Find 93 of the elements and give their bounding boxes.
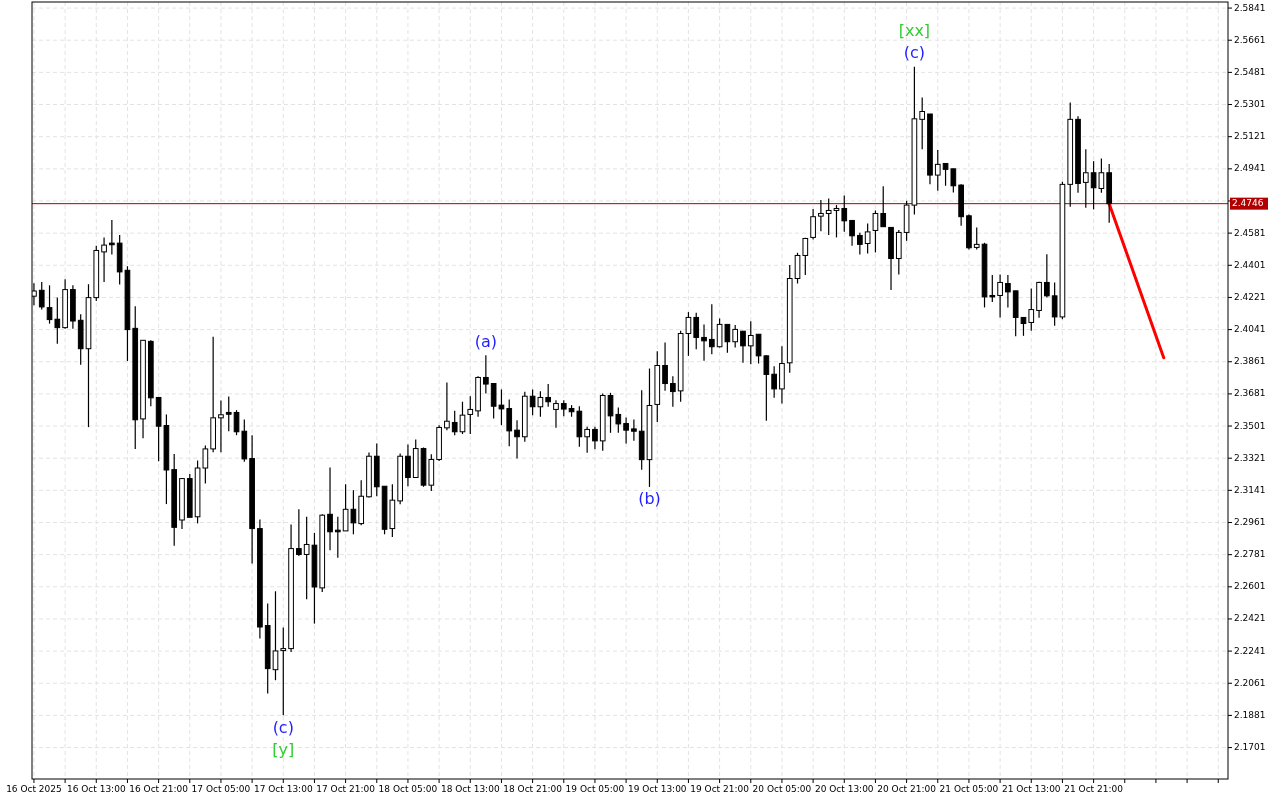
candlestick <box>818 199 824 232</box>
y-tick-label: 2.3681 <box>1234 388 1266 399</box>
y-tick-label: 2.1881 <box>1234 709 1266 720</box>
candlestick <box>857 232 863 255</box>
candlestick <box>592 426 598 450</box>
y-tick-label: 2.2601 <box>1234 581 1266 592</box>
candlestick <box>662 341 668 392</box>
x-tick-label: 17 Oct 21:00 <box>316 784 376 794</box>
x-tick-label: 19 Oct 05:00 <box>565 784 625 794</box>
candlestick <box>1044 253 1050 299</box>
annotation: (c) <box>903 43 926 63</box>
candlestick <box>101 236 107 283</box>
x-tick-label: 20 Oct 21:00 <box>877 784 937 794</box>
candlestick <box>997 273 1003 319</box>
candlestick <box>467 395 474 435</box>
y-tick-label: 2.3321 <box>1234 452 1266 463</box>
candlestick <box>810 208 816 240</box>
x-tick-label: 21 Oct 21:00 <box>1064 784 1124 794</box>
annotation: [xx] <box>898 21 931 41</box>
x-tick-label: 19 Oct 13:00 <box>627 784 687 794</box>
candlestick <box>973 226 980 250</box>
candlestick <box>919 96 926 150</box>
candlestick <box>623 416 629 445</box>
candlestick <box>747 320 754 365</box>
candlestick <box>740 330 746 364</box>
y-tick-label: 2.4581 <box>1234 227 1266 238</box>
y-tick-label: 2.2781 <box>1234 549 1266 560</box>
x-tick-label: 18 Oct 21:00 <box>503 784 563 794</box>
x-tick-label: 18 Oct 13:00 <box>440 784 500 794</box>
annotation: [y] <box>272 739 295 759</box>
candlestick <box>693 312 700 350</box>
y-tick-label: 2.4401 <box>1234 259 1266 270</box>
y-tick-label: 2.2961 <box>1234 517 1266 527</box>
candlestick <box>327 466 333 551</box>
y-tick-label: 2.2421 <box>1234 613 1266 624</box>
candlestick <box>296 508 302 557</box>
candlestick <box>218 399 224 453</box>
candlestick <box>444 381 450 431</box>
y-tick-label: 2.2241 <box>1234 645 1266 656</box>
annotation: (a) <box>474 331 498 351</box>
x-tick-label: 16 Oct 21:00 <box>129 784 189 794</box>
x-tick-label: 19 Oct 21:00 <box>690 784 750 794</box>
y-tick-label: 2.3501 <box>1234 420 1266 431</box>
y-tick-label: 2.4041 <box>1234 324 1266 335</box>
y-tick-label: 2.5121 <box>1234 131 1266 142</box>
y-tick-label: 2.3141 <box>1234 484 1266 495</box>
candlestick <box>109 219 115 256</box>
candlestick <box>280 626 287 716</box>
candlestick <box>1028 287 1035 332</box>
annotation: (b) <box>638 489 661 509</box>
y-tick-label: 2.5661 <box>1234 34 1266 45</box>
y-tick-label: 2.5481 <box>1234 66 1266 77</box>
x-tick-label: 16 Oct 2025 <box>6 784 62 794</box>
x-tick-label: 21 Oct 05:00 <box>939 784 999 794</box>
y-tick-label: 2.5841 <box>1234 2 1266 13</box>
x-tick-label: 20 Oct 13:00 <box>814 784 874 794</box>
candlestick <box>506 398 513 447</box>
candlestick <box>545 383 552 408</box>
y-tick-label: 2.4941 <box>1234 163 1266 174</box>
annotation: (c) <box>272 717 294 737</box>
candlestick <box>849 219 855 247</box>
candlestick <box>841 194 848 233</box>
candlestick <box>631 418 637 442</box>
candlestick <box>225 395 232 432</box>
candlestick <box>38 281 45 311</box>
y-tick-label: 2.3861 <box>1234 356 1266 367</box>
candlestick <box>708 303 715 355</box>
candlestick <box>514 419 520 460</box>
y-tick-label: 2.1701 <box>1234 742 1266 753</box>
x-tick-label: 17 Oct 05:00 <box>191 784 251 794</box>
candlestick <box>670 375 676 408</box>
candlestick <box>1005 274 1011 309</box>
ref-line-label: 2.4746 <box>1232 198 1264 209</box>
candlestick <box>732 324 739 349</box>
y-tick-label: 2.5301 <box>1234 99 1266 110</box>
x-tick-label: 16 Oct 13:00 <box>66 784 126 794</box>
y-tick-label: 2.4221 <box>1234 291 1266 302</box>
y-tick-label: 2.2061 <box>1234 677 1266 688</box>
candlestick <box>934 149 941 192</box>
candlestick <box>405 443 411 487</box>
x-tick-label: 20 Oct 05:00 <box>752 784 812 794</box>
candlestick <box>771 365 777 399</box>
candlestick <box>864 222 871 255</box>
candlestick <box>1082 148 1089 209</box>
candlestick <box>584 426 590 454</box>
candlestick <box>553 399 559 429</box>
candlestick <box>872 209 879 254</box>
candlestick <box>483 354 489 395</box>
x-tick-label: 21 Oct 13:00 <box>1001 784 1061 794</box>
candlestick <box>880 185 887 228</box>
x-tick-label: 17 Oct 13:00 <box>253 784 313 794</box>
x-tick-label: 18 Oct 05:00 <box>378 784 438 794</box>
candlestick <box>701 323 707 362</box>
